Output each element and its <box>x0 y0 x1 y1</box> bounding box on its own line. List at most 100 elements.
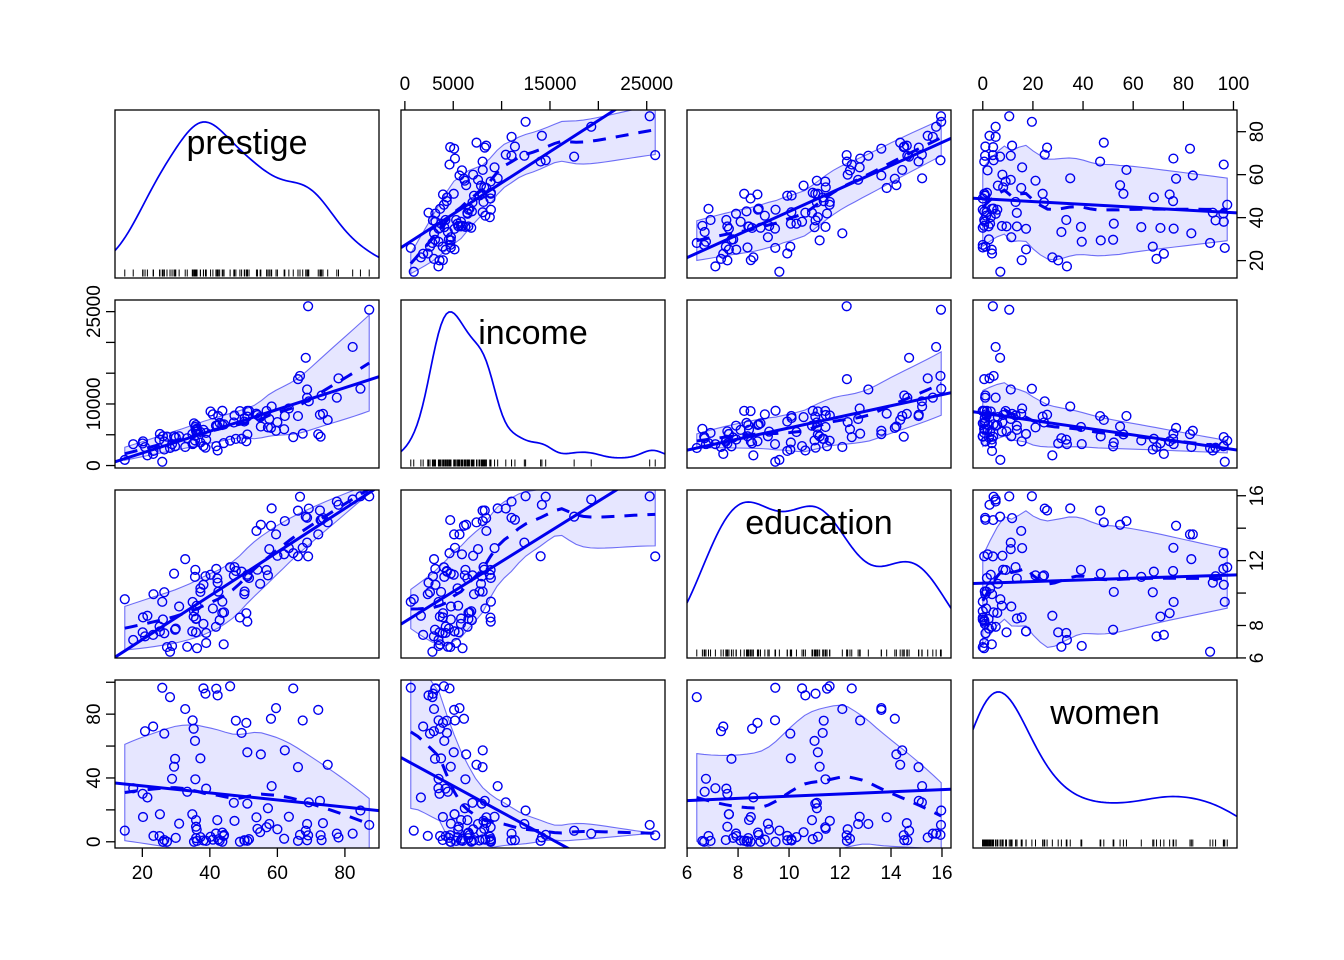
scatter-point <box>723 223 734 234</box>
scatter-point <box>454 703 465 714</box>
scatter-point <box>314 795 326 806</box>
scatter-point <box>300 352 311 363</box>
scatter-point <box>807 834 818 845</box>
scatter-point <box>449 626 460 637</box>
scatter-point <box>715 726 727 737</box>
scatter-point <box>142 450 153 461</box>
scatter-point <box>1108 441 1119 452</box>
scatter-point <box>1037 188 1048 199</box>
scatter-point <box>755 418 766 429</box>
scatter-point <box>1218 579 1229 590</box>
scatter-point <box>987 150 998 161</box>
scatter-point <box>159 436 170 447</box>
scatter-point <box>770 405 781 416</box>
scatter-point <box>931 341 942 353</box>
scatter-point <box>301 818 313 830</box>
scatter-point <box>211 683 222 694</box>
scatter-point <box>455 613 467 624</box>
axis-tick-label: 5000 <box>432 74 474 95</box>
axis-tick-label: 16 <box>1247 485 1268 506</box>
scatter-point <box>769 223 781 234</box>
scatter-point <box>752 827 764 838</box>
scatter-point <box>810 411 821 422</box>
scatter-point <box>445 514 456 526</box>
scatter-point <box>770 836 781 847</box>
density-curve <box>973 691 1237 818</box>
scatter-point <box>481 525 492 537</box>
scatter-point <box>1065 173 1076 184</box>
scatter-point <box>936 383 947 394</box>
scatter-point <box>174 818 185 829</box>
axis-tick-label: 14 <box>880 863 902 884</box>
scatter-point <box>718 448 729 460</box>
axis-tick-label: 10 <box>778 863 799 884</box>
scatter-point <box>821 208 833 219</box>
scatter-point <box>791 426 802 438</box>
scatter-point <box>1218 440 1229 452</box>
scatter-point <box>1098 517 1109 528</box>
scatter-point <box>492 781 503 792</box>
scatter-point <box>998 564 1009 575</box>
scatter-point <box>998 182 1009 193</box>
scatter-point <box>746 438 758 449</box>
scatter-point <box>992 419 1003 431</box>
scatter-point <box>1076 438 1087 450</box>
scatter-point <box>540 155 551 166</box>
axis-tick-label: 100 <box>1218 74 1250 95</box>
scatter-point <box>1114 519 1126 530</box>
scatter-point <box>902 835 913 846</box>
scatter-point <box>891 180 902 191</box>
scatter-point <box>916 797 927 808</box>
scatter-point <box>170 832 181 843</box>
scatter-point <box>978 643 990 654</box>
scatter-point <box>990 621 1001 632</box>
scatter-point <box>1047 610 1058 621</box>
scatter-point <box>485 572 496 584</box>
scatter-point <box>509 835 521 846</box>
scatter-point <box>468 589 480 600</box>
scatter-point <box>770 204 781 215</box>
scatter-point <box>1011 221 1023 232</box>
regression-line <box>401 490 620 626</box>
scatter-point <box>891 749 902 760</box>
axis-tick-label: 40 <box>84 767 105 788</box>
panel-women-vs-income <box>401 680 661 848</box>
scatter-point <box>439 735 450 747</box>
scatter-point <box>986 445 998 457</box>
scatter-point <box>1026 383 1037 394</box>
scatter-point <box>995 266 1006 277</box>
panel-prestige-vs-education <box>687 111 951 277</box>
spread-envelope <box>696 704 942 848</box>
panel-border <box>114 299 380 469</box>
scatter-point <box>984 130 995 141</box>
scatter-point <box>463 827 474 838</box>
smooth-line <box>124 490 371 630</box>
scatter-point <box>1056 433 1067 444</box>
scatter-point <box>355 383 366 394</box>
scatter-point <box>161 836 173 847</box>
scatter-point <box>294 491 306 502</box>
scatter-point <box>1108 218 1119 229</box>
scatter-point <box>1151 631 1162 642</box>
scatter-point <box>1148 566 1159 577</box>
scatter-point <box>148 589 159 600</box>
scatter-point <box>236 727 247 739</box>
scatter-point <box>841 150 852 161</box>
scatter-point <box>242 798 253 809</box>
scatter-point <box>270 529 282 540</box>
scatter-point <box>853 818 864 830</box>
scatter-point <box>454 529 465 540</box>
scatter-point <box>322 414 333 426</box>
scatter-point <box>500 149 511 160</box>
scatter-point <box>190 774 201 785</box>
scatter-point <box>986 639 997 650</box>
scatter-point <box>988 142 999 153</box>
panel-border <box>114 679 380 849</box>
scatter-point <box>157 836 169 847</box>
scatter-point <box>986 434 997 445</box>
scatter-point <box>821 683 833 694</box>
scatter-point <box>405 596 416 607</box>
scatter-point <box>979 417 990 428</box>
scatter-point <box>475 180 487 191</box>
scatter-point <box>1026 491 1037 502</box>
